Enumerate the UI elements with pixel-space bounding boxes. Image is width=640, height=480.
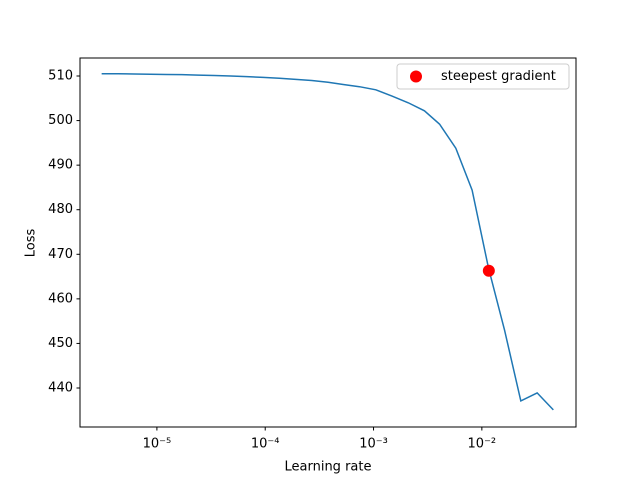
y-tick-label: 440	[48, 381, 73, 396]
legend-label: steepest gradient	[441, 69, 556, 84]
y-axis-label: Loss	[24, 229, 39, 258]
x-tick-label: 10⁻⁴	[251, 437, 280, 452]
y-tick-label: 460	[48, 291, 73, 306]
y-tick-label: 500	[48, 113, 73, 128]
y-tick-label: 490	[48, 158, 73, 173]
x-tick-label: 10⁻²	[468, 437, 497, 452]
plot-area	[80, 58, 576, 427]
x-tick-label: 10⁻⁵	[143, 437, 172, 452]
x-tick-label: 10⁻³	[359, 437, 388, 452]
loss-line	[101, 73, 554, 411]
scatter-point	[482, 264, 495, 277]
y-tick-label: 470	[48, 247, 73, 262]
y-tick-label: 480	[48, 202, 73, 217]
legend-marker	[410, 70, 422, 83]
x-axis-label: Learning rate	[285, 460, 372, 475]
legend-box	[396, 63, 570, 90]
axes-frame	[79, 57, 577, 428]
y-tick-label: 450	[48, 336, 73, 351]
y-tick-label: 510	[48, 69, 73, 84]
